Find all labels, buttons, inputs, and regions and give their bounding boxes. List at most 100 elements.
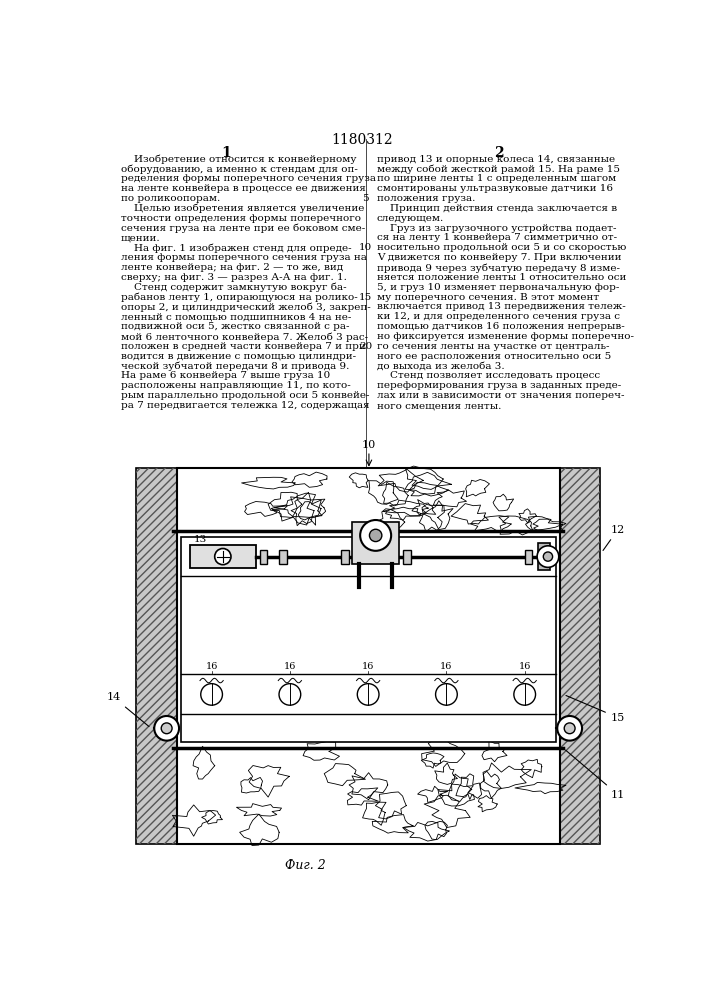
Text: Принцип действия стенда заключается в: Принцип действия стенда заключается в [377, 204, 617, 213]
Text: V движется по конвейеру 7. При включении: V движется по конвейеру 7. При включении [377, 253, 621, 262]
Text: Изобретение относится к конвейерному: Изобретение относится к конвейерному [121, 155, 356, 164]
Text: Фиг. 2: Фиг. 2 [285, 859, 326, 872]
Text: 15: 15 [566, 696, 625, 723]
Bar [403, 550, 411, 564]
Circle shape [557, 716, 582, 741]
Text: ления формы поперечного сечения груза на: ления формы поперечного сечения груза на [121, 253, 367, 262]
Text: между собой жесткой рамой 15. На раме 15: между собой жесткой рамой 15. На раме 15 [377, 165, 619, 174]
Circle shape [154, 716, 179, 741]
Text: 5: 5 [363, 194, 369, 203]
Text: 15: 15 [359, 293, 373, 302]
Text: ся на ленту 1 конвейера 7 симметрично от-: ся на ленту 1 конвейера 7 симметрично от… [377, 233, 617, 242]
Text: 1180312: 1180312 [331, 133, 393, 147]
Text: 11: 11 [566, 750, 625, 800]
Bar [136, 468, 177, 844]
Bar [177, 537, 559, 742]
Text: 20: 20 [359, 342, 373, 351]
Text: ческой зубчатой передачи 8 и привода 9.: ческой зубчатой передачи 8 и привода 9. [121, 362, 349, 371]
Circle shape [357, 684, 379, 705]
Circle shape [279, 684, 300, 705]
Text: мой 6 ленточного конвейера 7. Желоб 3 рас-: мой 6 ленточного конвейера 7. Желоб 3 ра… [121, 332, 368, 342]
Text: 1: 1 [221, 146, 231, 160]
Text: му поперечного сечения. В этот момент: му поперечного сечения. В этот момент [377, 293, 599, 302]
Text: привод 13 и опорные колеса 14, связанные: привод 13 и опорные колеса 14, связанные [377, 155, 615, 164]
Text: на ленте конвейера в процессе ее движения: на ленте конвейера в процессе ее движени… [121, 184, 366, 193]
Text: смонтированы ультразвуковые датчики 16: смонтированы ультразвуковые датчики 16 [377, 184, 613, 193]
Text: расположены направляющие 11, по кото-: расположены направляющие 11, по кото- [121, 381, 351, 390]
Text: Целью изобретения является увеличение: Целью изобретения является увеличение [121, 204, 364, 213]
Text: 16: 16 [518, 662, 531, 671]
Text: точности определения формы поперечного: точности определения формы поперечного [121, 214, 361, 223]
Circle shape [514, 684, 535, 705]
Text: включается привод 13 передвижения тележ-: включается привод 13 передвижения тележ- [377, 302, 626, 311]
Circle shape [360, 520, 391, 551]
Circle shape [543, 552, 553, 561]
Circle shape [215, 549, 231, 565]
Text: 10: 10 [359, 243, 373, 252]
Text: На фиг. 1 изображен стенд для опреде-: На фиг. 1 изображен стенд для опреде- [121, 243, 351, 253]
Circle shape [161, 723, 172, 734]
Text: сверху; на фиг. 3 — разрез А-А на фиг. 1.: сверху; на фиг. 3 — разрез А-А на фиг. 1… [121, 273, 347, 282]
Text: помощью датчиков 16 положения непрерыв-: помощью датчиков 16 положения непрерыв- [377, 322, 624, 331]
Text: положен в средней части конвейера 7 и при: положен в средней части конвейера 7 и пр… [121, 342, 366, 351]
Text: 5, и груз 10 изменяет первоначальную фор-: 5, и груз 10 изменяет первоначальную фор… [377, 283, 619, 292]
Text: щении.: щении. [121, 233, 160, 242]
Bar [352, 522, 399, 564]
Text: 12: 12 [603, 525, 625, 550]
Bar [525, 550, 532, 564]
Bar [559, 468, 600, 844]
Circle shape [436, 684, 457, 705]
Text: 14: 14 [107, 692, 149, 727]
Circle shape [537, 546, 559, 567]
Bar [538, 543, 550, 570]
Text: следующем.: следующем. [377, 214, 444, 223]
Text: рабанов ленту 1, опирающуюся на ролико-: рабанов ленту 1, опирающуюся на ролико- [121, 293, 358, 302]
Circle shape [370, 529, 382, 542]
Text: няется положение ленты 1 относительно оси: няется положение ленты 1 относительно ос… [377, 273, 626, 282]
Bar [279, 550, 287, 564]
Bar [341, 550, 349, 564]
Text: переформирования груза в заданных преде-: переформирования груза в заданных преде- [377, 381, 621, 390]
Text: ного ее расположения относительно оси 5: ного ее расположения относительно оси 5 [377, 352, 611, 361]
Bar [180, 537, 556, 742]
Text: по роликоопорам.: по роликоопорам. [121, 194, 220, 203]
Text: 2: 2 [494, 146, 504, 160]
Text: по ширине ленты 1 с определенным шагом: по ширине ленты 1 с определенным шагом [377, 174, 616, 183]
Circle shape [201, 684, 223, 705]
Bar [559, 468, 600, 844]
Text: рым параллельно продольной оси 5 конвейе-: рым параллельно продольной оси 5 конвейе… [121, 391, 370, 400]
Text: лах или в зависимости от значения попереч-: лах или в зависимости от значения попере… [377, 391, 624, 400]
Text: носительно продольной оси 5 и со скоростью: носительно продольной оси 5 и со скорост… [377, 243, 626, 252]
Text: ки 12, и для определенного сечения груза с: ки 12, и для определенного сечения груза… [377, 312, 619, 321]
Text: 13: 13 [194, 534, 207, 544]
Text: 10: 10 [362, 440, 376, 450]
Text: ленный с помощью подшипников 4 на не-: ленный с помощью подшипников 4 на не- [121, 312, 351, 321]
Text: го сечения ленты на участке от централь-: го сечения ленты на участке от централь- [377, 342, 609, 351]
Text: На раме 6 конвейера 7 выше груза 10: На раме 6 конвейера 7 выше груза 10 [121, 371, 330, 380]
Bar [190, 545, 256, 568]
Bar [136, 468, 177, 844]
Circle shape [564, 723, 575, 734]
Bar [177, 468, 559, 844]
Text: 16: 16 [284, 662, 296, 671]
Text: до выхода из желоба 3.: до выхода из желоба 3. [377, 362, 504, 371]
Text: водится в движение с помощью цилиндри-: водится в движение с помощью цилиндри- [121, 352, 356, 361]
Bar [177, 468, 559, 844]
Text: Стенд позволяет исследовать процесс: Стенд позволяет исследовать процесс [377, 371, 600, 380]
Text: оборудованию, а именно к стендам для оп-: оборудованию, а именно к стендам для оп- [121, 165, 358, 174]
Text: 16: 16 [206, 662, 218, 671]
Text: ра 7 передвигается тележка 12, содержащая: ра 7 передвигается тележка 12, содержаща… [121, 401, 370, 410]
Text: положения груза.: положения груза. [377, 194, 475, 203]
Bar [136, 468, 600, 844]
Bar [259, 550, 267, 564]
Text: 16: 16 [362, 662, 374, 671]
Text: Груз из загрузочного устройства подает-: Груз из загрузочного устройства подает- [377, 224, 617, 233]
Text: опоры 2, и цилиндрический желоб 3, закреп-: опоры 2, и цилиндрический желоб 3, закре… [121, 302, 370, 312]
Text: Стенд содержит замкнутую вокруг ба-: Стенд содержит замкнутую вокруг ба- [121, 283, 346, 292]
Text: ределения формы поперечного сечения груза: ределения формы поперечного сечения груз… [121, 174, 376, 183]
Bar [180, 537, 556, 742]
Text: подвижной оси 5, жестко связанной с ра-: подвижной оси 5, жестко связанной с ра- [121, 322, 349, 331]
Text: ленте конвейера; на фиг. 2 — то же, вид: ленте конвейера; на фиг. 2 — то же, вид [121, 263, 343, 272]
Text: привода 9 через зубчатую передачу 8 изме-: привода 9 через зубчатую передачу 8 изме… [377, 263, 619, 273]
Text: но фиксируется изменение формы поперечно-: но фиксируется изменение формы поперечно… [377, 332, 633, 341]
